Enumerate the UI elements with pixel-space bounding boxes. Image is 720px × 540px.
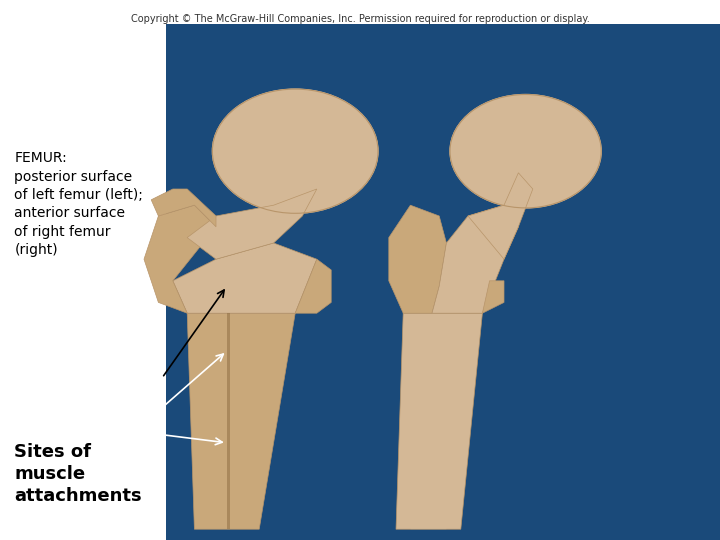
Polygon shape: [187, 313, 295, 529]
Text: Copyright © The McGraw-Hill Companies, Inc. Permission required for reproduction: Copyright © The McGraw-Hill Companies, I…: [130, 14, 590, 24]
Text: Sites of
muscle
attachments: Sites of muscle attachments: [14, 443, 142, 505]
Polygon shape: [432, 205, 518, 313]
Circle shape: [450, 94, 601, 208]
Polygon shape: [389, 205, 446, 313]
Polygon shape: [410, 324, 461, 529]
Polygon shape: [396, 313, 482, 529]
Circle shape: [212, 89, 378, 213]
Polygon shape: [151, 189, 216, 227]
Polygon shape: [468, 173, 533, 259]
Polygon shape: [295, 259, 331, 313]
Text: FEMUR:
posterior surface
of left femur (left);
anterior surface
of right femur
(: FEMUR: posterior surface of left femur (…: [14, 151, 143, 257]
Polygon shape: [173, 243, 317, 313]
Polygon shape: [144, 205, 216, 313]
Polygon shape: [187, 189, 317, 259]
FancyBboxPatch shape: [166, 24, 720, 540]
Polygon shape: [227, 313, 230, 529]
Polygon shape: [482, 281, 504, 313]
